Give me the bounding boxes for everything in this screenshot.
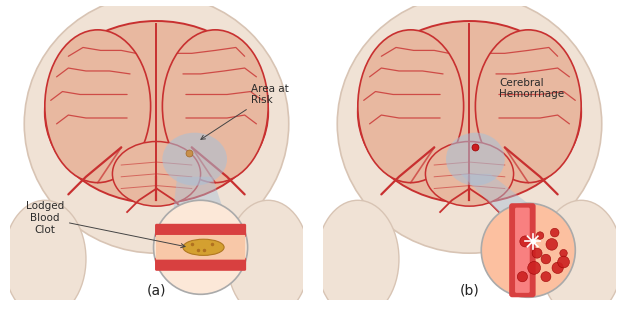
- Ellipse shape: [475, 30, 581, 183]
- Ellipse shape: [162, 30, 268, 183]
- Circle shape: [552, 262, 563, 274]
- Ellipse shape: [227, 200, 309, 316]
- Circle shape: [532, 248, 542, 258]
- Circle shape: [481, 203, 575, 297]
- Ellipse shape: [45, 30, 151, 183]
- Circle shape: [560, 249, 567, 257]
- Ellipse shape: [358, 21, 581, 203]
- Circle shape: [550, 228, 559, 237]
- Ellipse shape: [540, 200, 622, 316]
- Ellipse shape: [337, 0, 602, 253]
- Text: (a): (a): [146, 283, 167, 297]
- Text: (b): (b): [459, 283, 480, 297]
- Ellipse shape: [358, 30, 464, 183]
- Text: Area at
Risk: Area at Risk: [201, 84, 289, 139]
- Text: Cerebral
Hemorrhage: Cerebral Hemorrhage: [499, 78, 564, 100]
- Ellipse shape: [24, 0, 289, 253]
- FancyBboxPatch shape: [515, 208, 530, 293]
- Circle shape: [541, 272, 551, 282]
- Ellipse shape: [45, 21, 268, 203]
- Text: Lodged
Blood
Clot: Lodged Blood Clot: [26, 201, 185, 248]
- Ellipse shape: [162, 133, 227, 185]
- Circle shape: [546, 239, 558, 250]
- Ellipse shape: [426, 142, 513, 206]
- Ellipse shape: [113, 142, 200, 206]
- FancyBboxPatch shape: [156, 235, 245, 260]
- Ellipse shape: [4, 200, 86, 316]
- Polygon shape: [171, 177, 230, 230]
- Circle shape: [520, 236, 531, 247]
- Ellipse shape: [446, 133, 505, 185]
- FancyBboxPatch shape: [155, 224, 246, 237]
- Circle shape: [517, 271, 528, 282]
- Circle shape: [536, 232, 544, 239]
- Circle shape: [558, 256, 570, 268]
- FancyBboxPatch shape: [155, 258, 246, 271]
- Polygon shape: [461, 174, 558, 227]
- FancyBboxPatch shape: [509, 203, 536, 297]
- Circle shape: [153, 200, 248, 294]
- Ellipse shape: [183, 239, 224, 255]
- Ellipse shape: [317, 200, 399, 316]
- Circle shape: [528, 261, 541, 274]
- Circle shape: [541, 254, 551, 264]
